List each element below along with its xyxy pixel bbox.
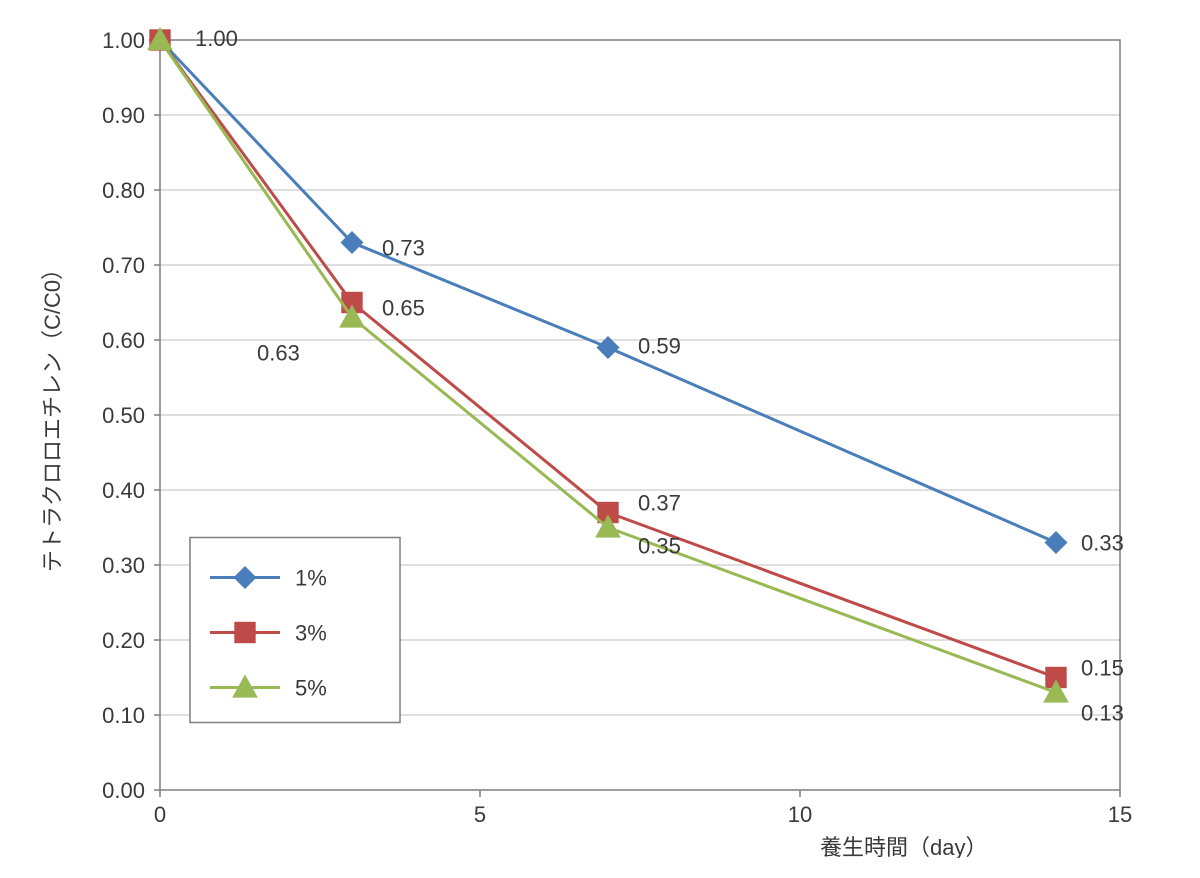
y-tick-label: 0.10	[102, 703, 145, 728]
x-tick-label: 5	[474, 802, 486, 827]
y-tick-label: 0.40	[102, 478, 145, 503]
legend-label: 5%	[295, 676, 327, 701]
data-label: 0.73	[382, 236, 425, 261]
legend-label: 3%	[295, 621, 327, 646]
y-tick-label: 0.00	[102, 778, 145, 803]
y-tick-label: 0.60	[102, 328, 145, 353]
data-label: 0.63	[257, 341, 300, 366]
y-axis-title: テトラクロロエチレン（C/C0）	[40, 258, 65, 572]
y-tick-label: 0.80	[102, 178, 145, 203]
y-tick-label: 0.70	[102, 253, 145, 278]
data-label: 1.00	[195, 26, 238, 51]
line-chart: 0.00 0.10 0.20 0.30 0.40 0.50 0.60 0.70 0.80 0.90…	[20, 20, 1180, 858]
square-marker	[235, 622, 255, 642]
x-tick-label: 0	[154, 802, 166, 827]
diamond-marker	[1045, 532, 1067, 554]
y-tick-label: 0.90	[102, 103, 145, 128]
data-label: 0.35	[638, 534, 681, 559]
y-tick-label: 0.30	[102, 553, 145, 578]
x-tick-label: 10	[788, 802, 812, 827]
legend-label: 1%	[295, 566, 327, 591]
data-label: 0.13	[1081, 701, 1124, 726]
data-label: 0.37	[638, 491, 681, 516]
y-tick-label: 0.50	[102, 403, 145, 428]
data-label: 0.65	[382, 296, 425, 321]
x-tick-label: 15	[1108, 802, 1132, 827]
y-tick-label: 0.20	[102, 628, 145, 653]
chart-container: 0.00 0.10 0.20 0.30 0.40 0.50 0.60 0.70 0.80 0.90…	[20, 20, 1180, 858]
data-label: 0.33	[1081, 531, 1124, 556]
data-label: 0.15	[1081, 656, 1124, 681]
data-label: 0.59	[638, 334, 681, 359]
x-axis-title: 養生時間（day）	[820, 835, 987, 858]
y-tick-label: 1.00	[102, 28, 145, 53]
